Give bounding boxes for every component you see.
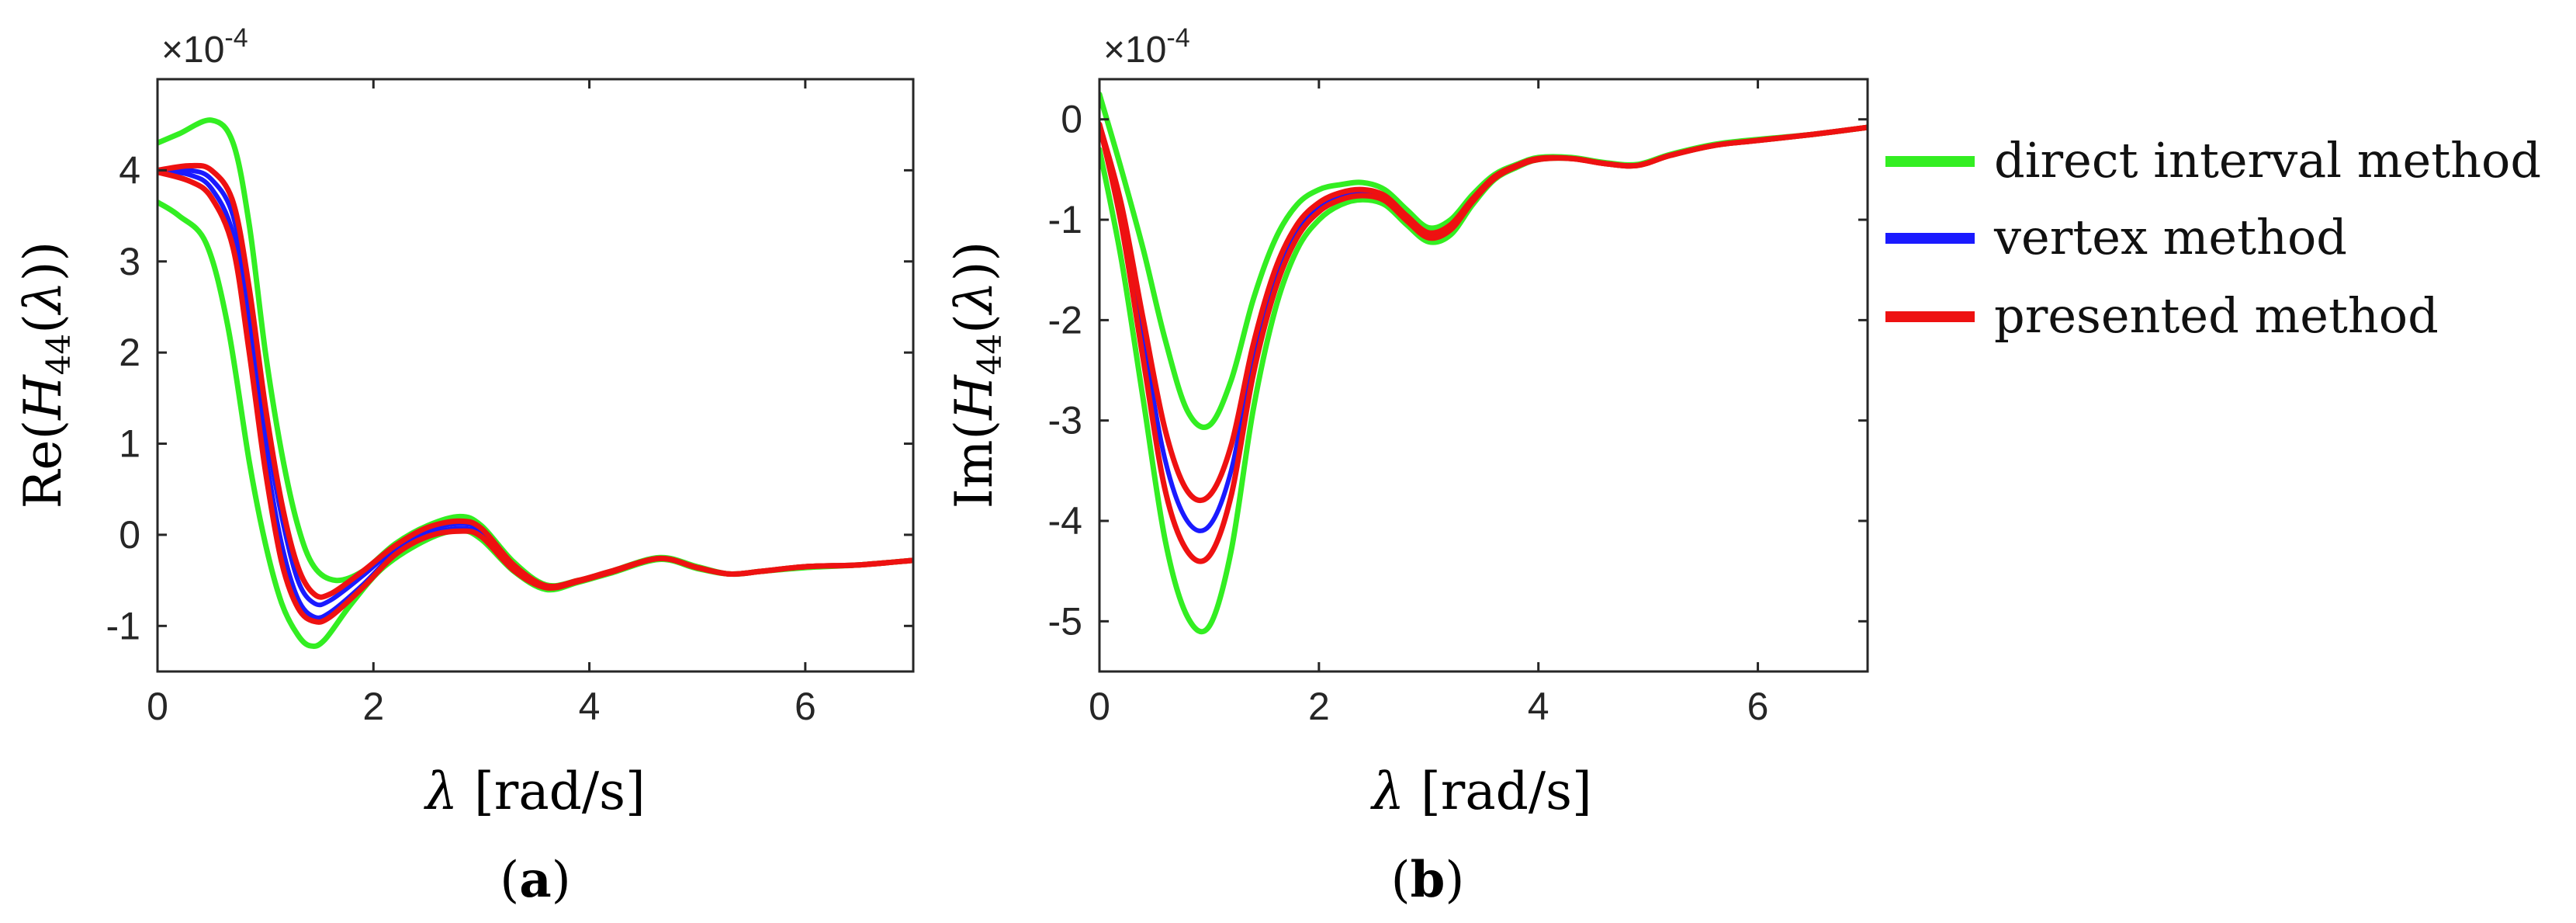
ticks-b: 0 2 4 6 -5 -4 -3 -2 -1 0 [1048, 79, 1868, 728]
x-tick-label: 4 [1528, 685, 1549, 728]
x-tick-label: 6 [795, 685, 816, 728]
chart-panel-b: 0 2 4 6 -5 -4 -3 -2 -1 0 ×10-4 Im(H44(λ)) λ [rad/… [944, 23, 1869, 909]
x-tick-label: 2 [362, 685, 384, 728]
y-tick-label: -5 [1048, 599, 1082, 643]
y-tick-label: 4 [119, 148, 140, 192]
axes-frame-b [1098, 78, 1869, 673]
x-tick-label: 0 [1089, 685, 1110, 728]
plot-area-a [158, 117, 913, 650]
axes-frame-a [156, 78, 915, 673]
y-tick-label: -3 [1048, 399, 1082, 442]
series-line-presented-lower [158, 169, 913, 625]
x-axis-label-b: λ [rad/s] [1369, 762, 1592, 821]
panel-label-b: (b) [1391, 851, 1465, 909]
legend-label-vertex: vertex method [1993, 209, 2347, 265]
y-tick-label: 3 [119, 240, 140, 283]
y-tick-label: 1 [119, 422, 140, 466]
panel-label-a: (a) [500, 851, 570, 909]
series-line-direct-lower [1099, 124, 1868, 635]
legend-label-presented: presented method [1994, 287, 2439, 344]
y-tick-label: -4 [1048, 499, 1082, 543]
plot-area-b [1099, 91, 1868, 635]
y-tick-label: -1 [106, 604, 140, 647]
x-tick-label: 6 [1747, 685, 1769, 728]
x-tick-label: 0 [147, 685, 168, 728]
y-tick-label: -1 [1048, 198, 1082, 241]
y-axis-label-b: Im(H44(λ)) [944, 241, 1009, 509]
y-axis-label-a: Re(H44(λ)) [13, 241, 78, 509]
legend-label-direct-interval: direct interval method [1994, 132, 2541, 189]
y-tick-label: 0 [1061, 98, 1082, 141]
y-tick-label: -2 [1048, 298, 1082, 342]
x-axis-label-a: λ [rad/s] [423, 762, 646, 821]
y-tick-label: 0 [119, 513, 140, 557]
x-tick-label: 4 [579, 685, 601, 728]
series-line-direct-upper [1099, 91, 1868, 430]
exponent-label-b: ×10-4 [1103, 23, 1190, 71]
y-tick-label: 2 [119, 331, 140, 374]
x-tick-label: 2 [1308, 685, 1330, 728]
legend: direct interval method vertex method pre… [1885, 132, 2541, 344]
series-line-presented-lower [1099, 121, 1868, 564]
exponent-label-a: ×10-4 [161, 23, 248, 71]
